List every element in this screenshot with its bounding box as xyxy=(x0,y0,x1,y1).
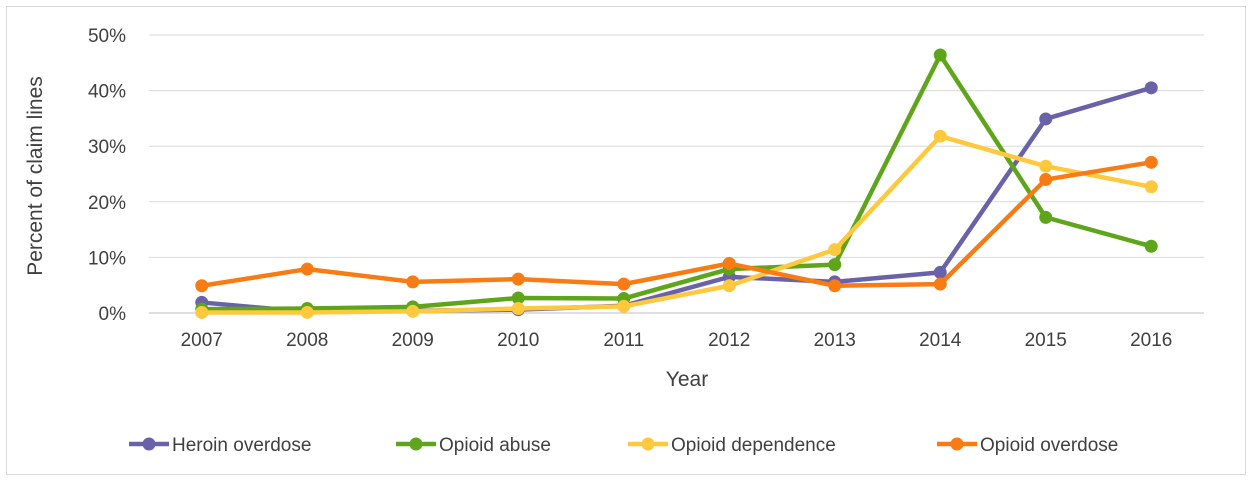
data-point xyxy=(195,305,209,319)
y-tick-label: 40% xyxy=(88,82,126,103)
data-point xyxy=(1144,81,1158,95)
data-point xyxy=(511,302,525,316)
data-point xyxy=(300,262,314,276)
x-tick-label: 2007 xyxy=(181,330,223,351)
legend-item: Opioid overdose xyxy=(937,435,1118,456)
legend-marker xyxy=(950,437,964,451)
data-point xyxy=(1039,159,1053,173)
x-tick-label: 2011 xyxy=(603,330,644,351)
x-tick-label: 2013 xyxy=(814,330,856,351)
data-point xyxy=(1144,180,1158,194)
legend-item: Opioid abuse xyxy=(396,435,551,456)
data-point xyxy=(1144,239,1158,253)
legend-label: Opioid abuse xyxy=(439,435,551,456)
y-tick-label: 50% xyxy=(88,26,126,47)
x-tick-label: 2015 xyxy=(1025,330,1067,351)
data-point xyxy=(617,299,631,313)
data-point xyxy=(933,277,947,291)
x-tick-label: 2009 xyxy=(392,330,434,351)
legend-label: Opioid dependence xyxy=(671,435,836,456)
legend-label: Heroin overdose xyxy=(172,435,311,456)
data-point xyxy=(617,277,631,291)
data-point xyxy=(828,279,842,293)
series-lines xyxy=(195,48,1158,319)
data-point xyxy=(1039,173,1053,187)
legend-marker xyxy=(409,437,423,451)
y-tick-label: 20% xyxy=(88,193,126,214)
data-point xyxy=(933,48,947,62)
series-line xyxy=(199,85,1154,315)
y-tick-label: 30% xyxy=(88,137,126,158)
series-line xyxy=(199,52,1154,312)
data-point xyxy=(722,257,736,271)
data-point xyxy=(828,258,842,272)
data-point xyxy=(1039,112,1053,126)
y-tick-label: 0% xyxy=(99,304,127,325)
x-tick-label: 2016 xyxy=(1130,330,1172,351)
data-point xyxy=(300,305,314,319)
chart-frame xyxy=(6,6,1246,475)
legend-marker xyxy=(142,437,156,451)
x-tick-label: 2014 xyxy=(919,330,962,351)
data-point xyxy=(828,243,842,257)
x-tick-label: 2010 xyxy=(497,330,539,351)
series-line xyxy=(199,133,1154,315)
data-point xyxy=(195,279,209,293)
series-opioid-overdose xyxy=(195,155,1158,293)
legend-item: Opioid dependence xyxy=(628,435,836,456)
data-point xyxy=(1144,155,1158,169)
data-point xyxy=(933,129,947,143)
series-opioid-dependence xyxy=(195,129,1158,319)
x-axis-ticks: 2007 2008 2009 2010 2011 2012 2013 2014 2015 2016 xyxy=(181,330,1173,351)
x-tick-label: 2012 xyxy=(708,330,750,351)
y-axis-ticks: 0% 10% 20% 30% 40% 50% xyxy=(88,26,126,325)
data-point xyxy=(406,304,420,318)
data-point xyxy=(511,272,525,286)
data-point xyxy=(722,279,736,293)
legend-item: Heroin overdose xyxy=(129,435,311,456)
x-axis-title: Year xyxy=(666,368,708,391)
x-tick-label: 2008 xyxy=(286,330,328,351)
series-line xyxy=(199,160,1154,289)
data-point xyxy=(511,291,525,305)
data-point xyxy=(1039,210,1053,224)
data-point xyxy=(933,265,947,279)
data-point xyxy=(406,275,420,289)
y-axis-title: Percent of claim lines xyxy=(24,76,47,276)
legend-label: Opioid overdose xyxy=(980,435,1118,456)
legend: Heroin overdose Opioid abuse Opioid depend… xyxy=(129,435,1118,456)
legend-marker xyxy=(641,437,655,451)
y-tick-label: 10% xyxy=(88,248,126,269)
